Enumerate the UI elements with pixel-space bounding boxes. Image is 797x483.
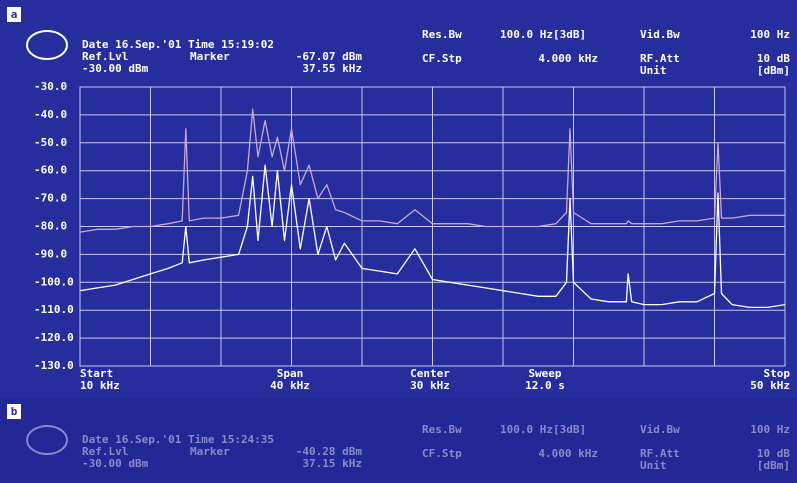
y-tick-label: -130.0 xyxy=(34,359,74,372)
header-text: 4.000 kHz xyxy=(538,52,598,65)
x-annotation-value: 50 kHz xyxy=(750,379,790,392)
x-annotation-value: 10 kHz xyxy=(80,379,120,392)
header-text: 37.55 kHz xyxy=(302,62,362,75)
header-text: Unit xyxy=(640,459,667,472)
header-text: 100.0 Hz[3dB] xyxy=(500,423,586,436)
y-tick-label: -80.0 xyxy=(34,220,67,233)
y-tick-label: -50.0 xyxy=(34,136,67,149)
header-text: -30.00 dBm xyxy=(82,457,149,470)
x-annotation-value: 30 kHz xyxy=(410,379,450,392)
header-text: CF.Stp xyxy=(422,447,462,460)
header-text: Res.Bw xyxy=(422,28,462,41)
y-tick-label: -100.0 xyxy=(34,275,74,288)
x-annotation-value: 40 kHz xyxy=(270,379,310,392)
y-tick-label: -40.0 xyxy=(34,108,67,121)
header-text: 100 Hz xyxy=(750,423,790,436)
x-annotation-value: 12.0 s xyxy=(525,379,565,392)
header-text: Vid.Bw xyxy=(640,28,680,41)
y-tick-label: -110.0 xyxy=(34,303,74,316)
panel-label: a xyxy=(11,8,18,21)
header-text: CF.Stp xyxy=(422,52,462,65)
header-text: Marker xyxy=(190,50,230,63)
page: a b -30.0 -40.0 -50.0 -60.0 -70.0 -80.0 -90.0 -… xyxy=(0,0,797,483)
y-tick-label: -30.0 xyxy=(34,80,67,93)
y-tick-label: -120.0 xyxy=(34,331,74,344)
header-text: [dBm] xyxy=(757,459,790,472)
header-text: 4.000 kHz xyxy=(538,447,598,460)
header-text: Res.Bw xyxy=(422,423,462,436)
header-text: 100 Hz xyxy=(750,28,790,41)
y-tick-label: -90.0 xyxy=(34,247,67,260)
header-text: Marker xyxy=(190,445,230,458)
y-tick-label: -70.0 xyxy=(34,192,67,205)
header-text: 100.0 Hz[3dB] xyxy=(500,28,586,41)
panel-label: b xyxy=(11,405,18,418)
header-text: Vid.Bw xyxy=(640,423,680,436)
screen: a b -30.0 -40.0 -50.0 -60.0 -70.0 -80.0 -90.0 -… xyxy=(0,0,797,483)
header-text: [dBm] xyxy=(757,64,790,77)
header-text: 37.15 kHz xyxy=(302,457,362,470)
y-tick-label: -60.0 xyxy=(34,164,67,177)
header-text: -30.00 dBm xyxy=(82,62,149,75)
header-text: Unit xyxy=(640,64,667,77)
